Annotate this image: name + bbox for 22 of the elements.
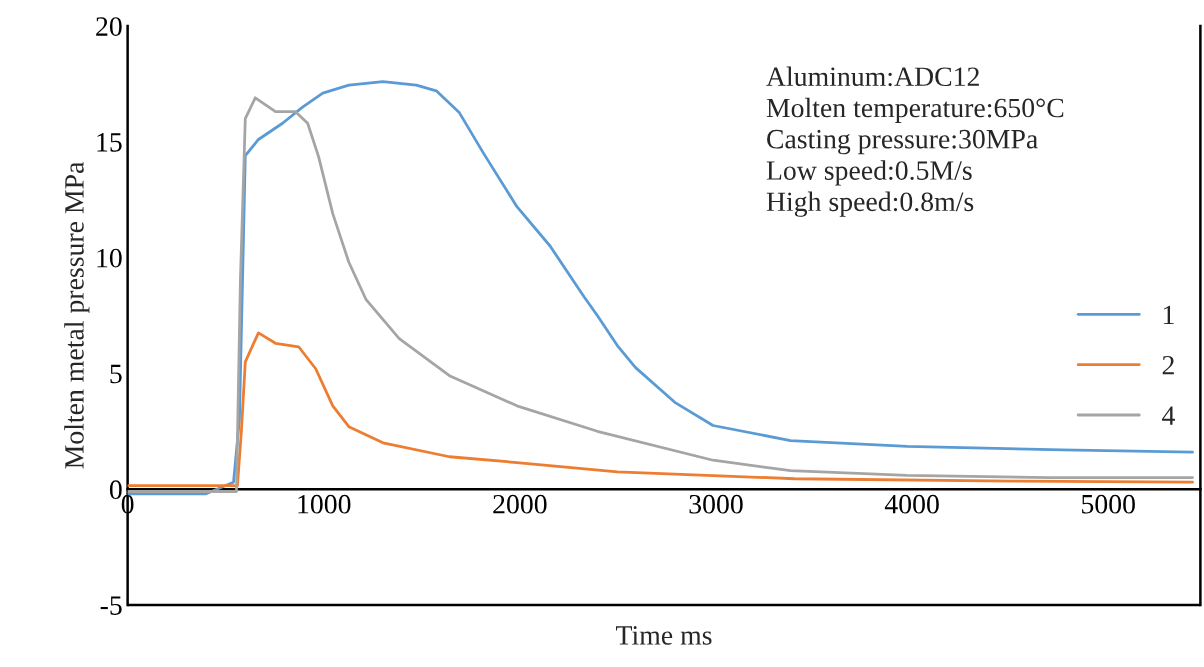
- x-tick-label: 3000: [689, 494, 743, 514]
- y-tick-label: -5: [100, 596, 122, 615]
- x-tick-label: 5000: [1082, 494, 1135, 514]
- legend-label: 2: [1162, 355, 1174, 375]
- y-tick-label: 0: [109, 480, 122, 500]
- x-tick-label: 4000: [884, 494, 939, 514]
- x-axis-title: Time ms: [616, 626, 712, 645]
- annotation: Casting pressure:30MPa: [767, 129, 1038, 155]
- legend-label: 4: [1162, 406, 1175, 425]
- y-tick-label: 20: [96, 17, 122, 36]
- annotation: Low speed:0.5M/s: [766, 160, 972, 186]
- x-tick-label: 2000: [493, 494, 547, 514]
- annotation: Aluminum:ADC12: [766, 66, 979, 87]
- y-tick-label: 5: [110, 364, 122, 384]
- line-series: [127, 331, 1194, 488]
- legend-label: 1: [1163, 305, 1174, 324]
- y-axis-title: Molten metal pressure MPa: [64, 161, 90, 469]
- annotation: High speed:0.8m/s: [766, 191, 974, 217]
- x-tick-label: 1000: [298, 494, 351, 514]
- y-tick-label: 10: [97, 248, 122, 268]
- annotation: Molten temperature:650°C: [766, 97, 1064, 123]
- y-tick-label: 15: [97, 133, 122, 152]
